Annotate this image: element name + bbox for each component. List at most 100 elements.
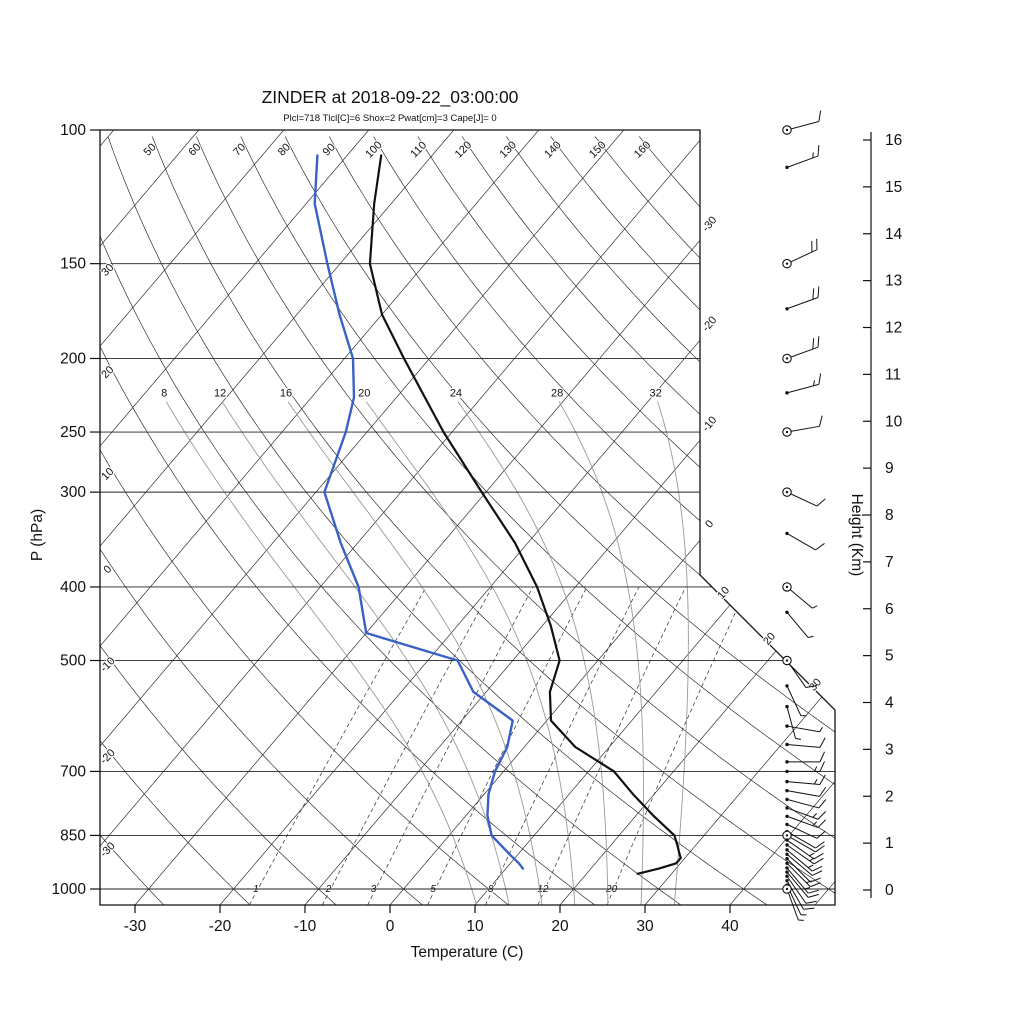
- moist-adiabats: [165, 401, 689, 905]
- svg-text:10: 10: [885, 413, 903, 430]
- wind-barb: [782, 487, 826, 507]
- wind-barb: [782, 884, 804, 921]
- svg-text:5: 5: [430, 884, 436, 895]
- wind-barb: [782, 415, 823, 437]
- pressure-axis-label: P (hPa): [29, 509, 46, 561]
- svg-text:9: 9: [885, 460, 894, 477]
- svg-text:24: 24: [450, 388, 462, 400]
- wind-barb: [785, 684, 807, 717]
- wind-barbs: [782, 110, 827, 921]
- svg-text:90: 90: [321, 141, 338, 158]
- wind-barb: [782, 830, 825, 853]
- svg-text:110: 110: [408, 139, 429, 160]
- wind-barb: [782, 582, 818, 609]
- wind-barb: [785, 761, 825, 774]
- svg-text:-10: -10: [98, 655, 118, 675]
- svg-text:-20: -20: [98, 747, 118, 767]
- svg-text:0: 0: [885, 882, 894, 899]
- skewt-plot-area: 1 2 3 5 8 12 208 12 16 20 24 28 32100150200250300400…: [52, 110, 903, 935]
- svg-text:40: 40: [721, 918, 739, 935]
- wind-barb: [785, 838, 824, 860]
- svg-text:12: 12: [885, 320, 902, 337]
- svg-text:20: 20: [358, 388, 370, 400]
- svg-text:20: 20: [605, 884, 618, 895]
- dewpoint-curve: [313, 154, 525, 870]
- temperature-axis-label: Temperature (C): [411, 944, 524, 961]
- wind-barb: [782, 336, 820, 364]
- wind-barb: [785, 531, 825, 551]
- svg-text:8: 8: [161, 388, 167, 400]
- temperature-curve: [368, 154, 682, 875]
- svg-text:-30: -30: [700, 214, 719, 234]
- svg-text:14: 14: [885, 226, 903, 243]
- svg-text:120: 120: [453, 139, 474, 160]
- svg-text:6: 6: [885, 601, 894, 618]
- svg-text:150: 150: [60, 256, 86, 273]
- wind-barb: [785, 856, 821, 883]
- wind-barb: [782, 655, 817, 689]
- wind-barb: [785, 786, 827, 797]
- svg-text:0: 0: [386, 918, 395, 935]
- svg-text:0: 0: [703, 518, 716, 530]
- wind-barb: [785, 774, 826, 786]
- svg-text:60: 60: [186, 141, 203, 158]
- svg-text:1: 1: [885, 835, 894, 852]
- svg-text:-20: -20: [700, 314, 719, 334]
- wind-barb: [785, 751, 825, 764]
- svg-text:16: 16: [280, 388, 292, 400]
- wind-barb: [782, 238, 818, 269]
- wind-barb: [785, 852, 823, 876]
- svg-text:30: 30: [807, 676, 824, 693]
- pressure-tick-labels: 100 150 200 250 300 400 500 700 850 1000: [52, 122, 100, 898]
- wind-barb: [785, 866, 819, 894]
- wind-barb: [782, 110, 822, 135]
- moist-adiabat-labels: 8 12 16 20 24 28 32: [160, 386, 663, 400]
- wind-barb: [785, 822, 826, 839]
- wind-barb: [785, 737, 826, 748]
- svg-text:11: 11: [885, 366, 901, 383]
- svg-text:10: 10: [99, 466, 116, 483]
- svg-text:2: 2: [885, 788, 894, 805]
- chart-title: ZINDER at 2018-09-22_03:00:00: [262, 87, 519, 108]
- svg-text:1000: 1000: [52, 881, 87, 898]
- mixing-ratio-labels: 1 2 3 5 8 12 20: [252, 883, 619, 896]
- svg-text:3: 3: [885, 741, 894, 758]
- svg-text:10: 10: [466, 918, 484, 935]
- wind-barb: [785, 814, 827, 829]
- temperature-tick-labels: -30 -20 -10 0 10 20 30 40: [124, 905, 739, 935]
- wind-barb: [785, 724, 824, 733]
- svg-text:13: 13: [885, 273, 902, 290]
- svg-text:15: 15: [885, 179, 902, 196]
- svg-text:5: 5: [885, 648, 894, 665]
- wind-barb: [785, 797, 827, 809]
- svg-text:20: 20: [761, 630, 778, 647]
- chart-subtitle: Plcl=718 Tlcl[C]=6 Shox=2 Pwat[cm]=3 Cap…: [283, 113, 496, 124]
- svg-text:-20: -20: [209, 918, 232, 935]
- svg-text:70: 70: [231, 141, 248, 158]
- svg-text:10: 10: [715, 585, 732, 602]
- svg-text:100: 100: [60, 122, 86, 139]
- svg-text:4: 4: [885, 695, 894, 712]
- svg-text:16: 16: [885, 132, 902, 149]
- svg-text:-10: -10: [294, 918, 317, 935]
- svg-text:20: 20: [99, 364, 116, 381]
- svg-text:250: 250: [60, 424, 86, 441]
- wind-barb: [785, 848, 823, 872]
- svg-text:140: 140: [542, 139, 563, 160]
- svg-text:700: 700: [60, 763, 86, 780]
- svg-text:12: 12: [537, 884, 549, 895]
- svg-text:7: 7: [885, 554, 894, 571]
- svg-text:28: 28: [551, 388, 563, 400]
- svg-text:-10: -10: [700, 414, 719, 434]
- plot-boundary: [99, 129, 836, 906]
- isotherm-labels: -30 -20 -10 0 10 20 30: [699, 213, 826, 695]
- wind-barb: [785, 806, 827, 820]
- svg-text:80: 80: [276, 141, 293, 158]
- svg-text:8: 8: [885, 507, 894, 524]
- svg-text:-30: -30: [98, 840, 118, 860]
- mixing-ratio-lines: [248, 586, 748, 905]
- wind-barb: [785, 704, 802, 740]
- svg-text:20: 20: [551, 918, 569, 935]
